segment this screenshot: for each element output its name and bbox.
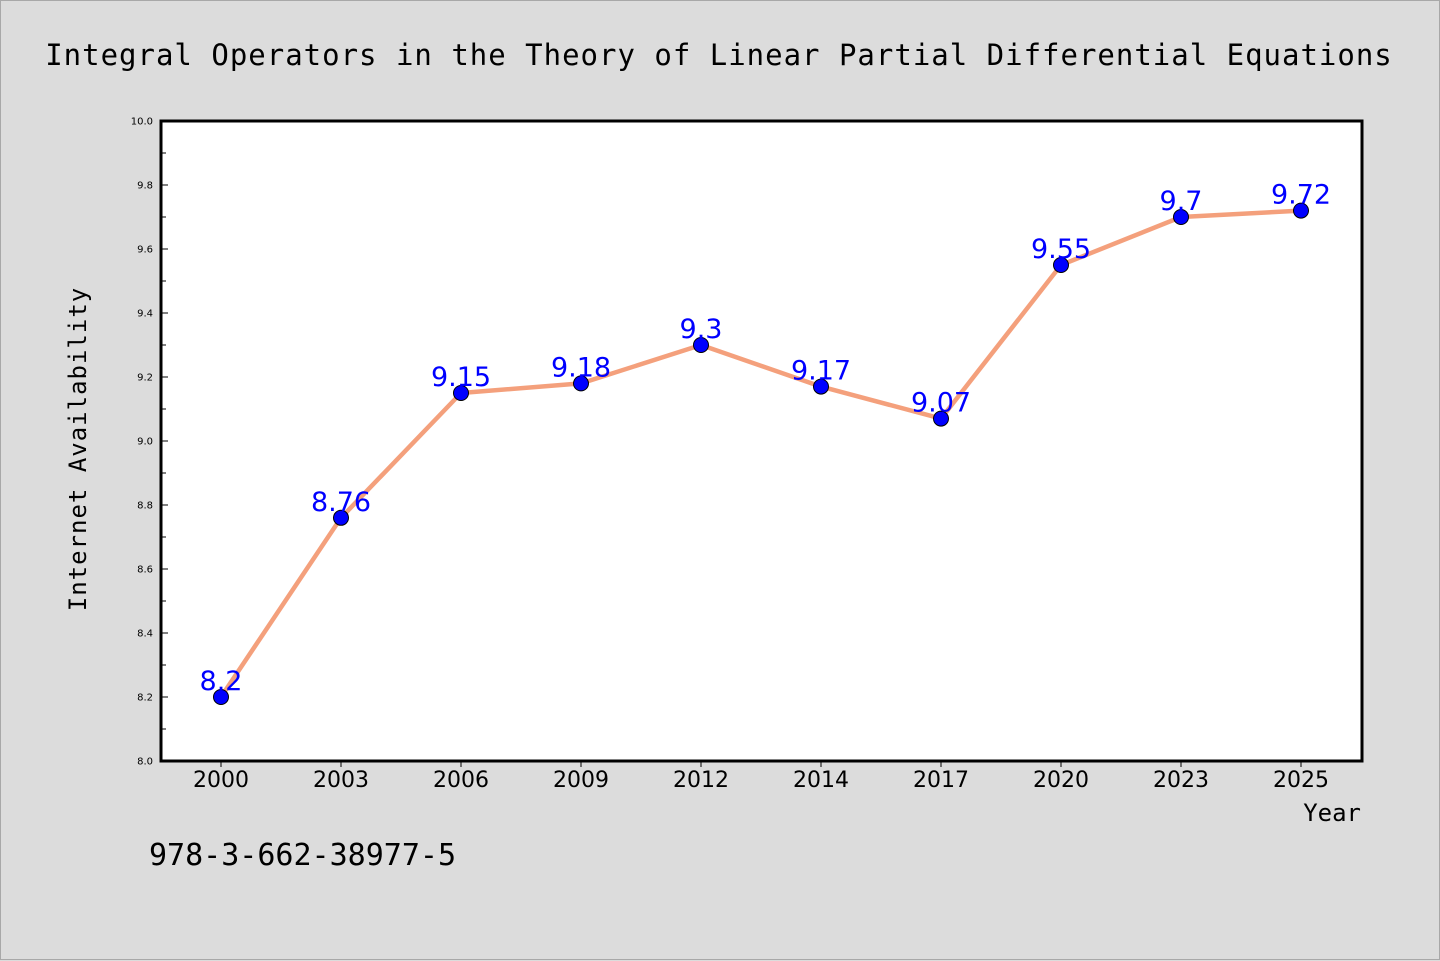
y-tick-label: 9.4 [137, 309, 153, 320]
data-point [933, 410, 949, 427]
y-tick-label: 9.2 [137, 373, 153, 384]
x-tick-label: 2025 [1273, 768, 1329, 793]
data-label: 9.07 [911, 388, 971, 419]
x-tick-label: 2012 [673, 768, 729, 793]
y-tick-label: 8.2 [137, 693, 153, 704]
data-point [693, 337, 709, 353]
y-tick-label: 8.0 [137, 757, 153, 768]
y-tick-label: 9.6 [137, 245, 153, 256]
y-tick-label: 8.8 [137, 501, 153, 512]
data-label: 9.72 [1271, 180, 1331, 211]
data-label: 8.76 [311, 487, 371, 518]
series-line [219, 208, 1302, 699]
data-label: 9.18 [551, 352, 611, 383]
x-tick-label: 2017 [913, 768, 969, 793]
data-label: 9.7 [1160, 186, 1203, 217]
data-point [453, 385, 469, 401]
data-point [213, 689, 229, 705]
x-tick-label: 2003 [313, 768, 369, 793]
plot-area [159, 119, 1364, 763]
data-label: 9.55 [1031, 234, 1091, 265]
data-point [813, 378, 829, 395]
y-axis: 8.0 8.2 8.4 8.6 8.8 9.0 9.2 9.4 9.6 9.8 10.0 [131, 117, 168, 768]
x-tick-label: 2000 [193, 768, 249, 793]
data-label: 8.2 [200, 666, 243, 697]
x-tick-label: 2014 [793, 768, 849, 793]
data-point [333, 509, 349, 526]
x-axis-label: Year [1303, 799, 1361, 827]
data-point [1053, 257, 1069, 273]
y-axis-label: Internet Availability [64, 287, 92, 611]
data-point [1293, 202, 1309, 219]
series-layer: 8.2 8.76 9.15 9.18 9.3 9.17 9.07 9.55 9.7 9.72 [200, 180, 1331, 705]
x-tick-label: 2023 [1153, 768, 1209, 793]
data-point [573, 375, 589, 392]
y-tick-label: 9.0 [137, 437, 153, 448]
x-tick-label: 2009 [553, 768, 609, 793]
data-label: 9.15 [431, 362, 491, 393]
data-label: 9.17 [791, 356, 851, 387]
y-tick-label: 10.0 [131, 117, 153, 128]
y-tick-label: 8.4 [137, 629, 153, 640]
chart-title: Integral Operators in the Theory of Line… [45, 38, 1393, 72]
y-tick-label: 9.8 [137, 181, 153, 192]
x-tick-label: 2020 [1033, 768, 1089, 793]
data-point [1173, 209, 1189, 225]
data-label: 9.3 [680, 314, 723, 345]
x-tick-label: 2006 [433, 768, 489, 793]
y-tick-label: 8.6 [137, 565, 153, 576]
x-axis: 2000 2003 2006 2009 2012 2014 2017 2020 2023 2025 [193, 761, 1329, 793]
isbn-annotation: 978-3-662-38977-5 [149, 838, 456, 873]
